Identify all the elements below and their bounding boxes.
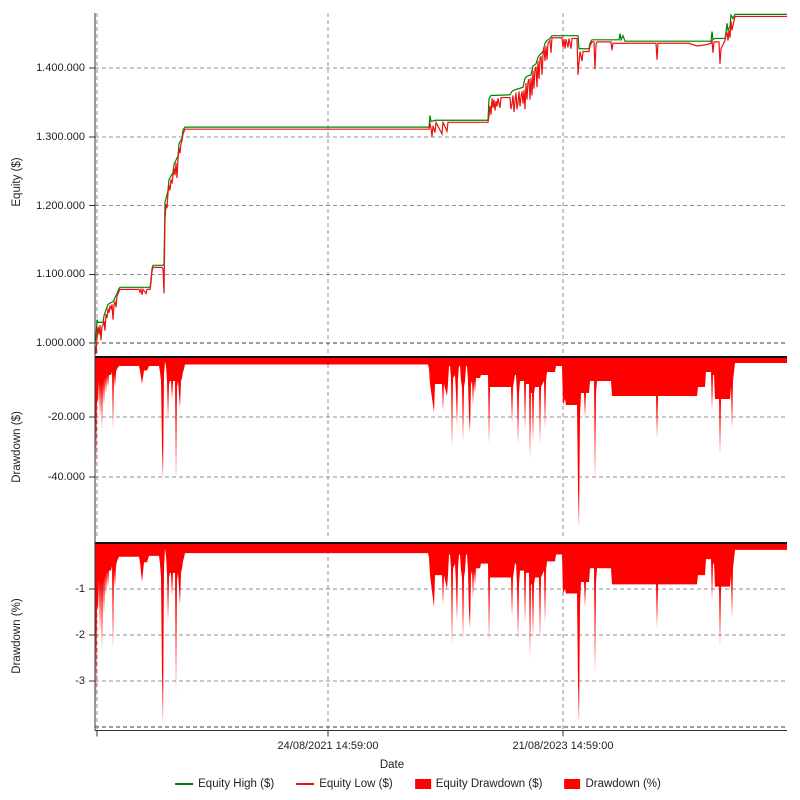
y-tick-label: 1.100.000 xyxy=(36,268,85,281)
legend-label: Equity Low ($) xyxy=(319,778,393,790)
legend-item-equity-low: Equity Low ($) xyxy=(296,778,393,790)
x-tick-label-2023: 21/08/2023 14:59:00 xyxy=(512,740,614,752)
legend-item-drawdown-pct: Drawdown (%) xyxy=(564,778,661,790)
legend-label: Equity Drawdown ($) xyxy=(435,778,543,790)
equity-low-line-marker-icon xyxy=(296,783,315,785)
x-axis-title: Date xyxy=(379,759,405,771)
equity-axis-title: Equity ($) xyxy=(11,157,23,207)
legend-item-equity-high: Equity High ($) xyxy=(175,778,274,790)
y-tick-label: -40.000 xyxy=(47,471,85,483)
legend-item-equity-drawdown: Equity Drawdown ($) xyxy=(414,778,543,790)
y-tick-label: -2 xyxy=(75,628,85,641)
y-tick-label: 1.000.000 xyxy=(36,337,85,349)
drawdown-pct-axis-title: Drawdown (%) xyxy=(11,598,23,674)
y-tick-label: -20.000 xyxy=(47,411,85,423)
y-tick-label: -3 xyxy=(75,674,85,687)
equity-high-line-marker-icon xyxy=(175,783,194,785)
legend-label: Drawdown (%) xyxy=(585,778,661,790)
drawdown-usd-axis-title: Drawdown ($) xyxy=(11,411,23,483)
legend: Equity High ($) Equity Low ($) Equity Dr… xyxy=(175,778,661,790)
legend-label: Equity High ($) xyxy=(198,778,275,790)
y-tick-label: 1.200.000 xyxy=(36,199,85,212)
y-tick-label: 1.300.000 xyxy=(36,130,85,143)
equity-drawdown-swatch-icon xyxy=(414,779,431,789)
y-tick-label: -1 xyxy=(75,582,85,595)
y-tick-label: 1.400.000 xyxy=(36,62,85,74)
x-tick-label-2021: 24/08/2021 14:59:00 xyxy=(277,740,379,752)
drawdown-pct-swatch-icon xyxy=(564,779,581,789)
